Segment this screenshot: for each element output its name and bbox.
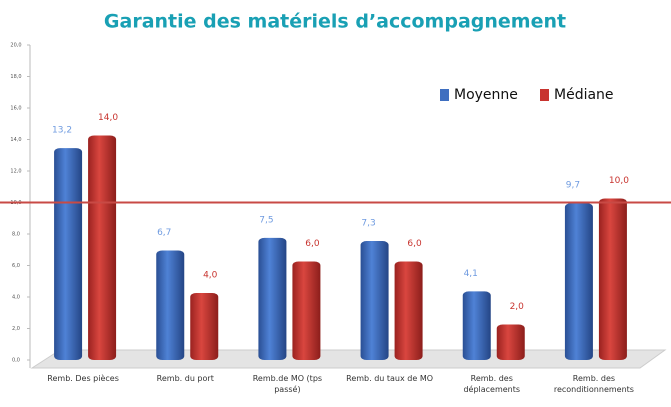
- bar: [598, 198, 627, 360]
- y-tick-label: 6,0: [12, 263, 20, 269]
- value-label: 14,0: [98, 113, 118, 123]
- y-tick-label: 20,0: [10, 43, 21, 49]
- y-tick-label: 18,0: [10, 74, 21, 80]
- legend-label: Médiane: [554, 87, 614, 103]
- y-tick-label: 14,0: [10, 137, 21, 143]
- legend-swatch: [440, 89, 449, 101]
- bar: [564, 203, 593, 360]
- legend-label: Moyenne: [454, 87, 518, 103]
- x-tick-label: Remb. des déplacements: [463, 374, 521, 394]
- value-label: 6,7: [157, 228, 171, 238]
- chart-title: Garantie des matériels d’accompagnement: [104, 11, 566, 33]
- x-tick-label: Remb. Des pièces: [47, 374, 119, 383]
- bar: [88, 135, 117, 360]
- bar: [156, 250, 185, 360]
- bar: [54, 148, 83, 360]
- value-label: 9,7: [566, 181, 580, 191]
- bar: [360, 241, 389, 360]
- bar: [292, 261, 321, 360]
- value-label: 10,0: [609, 176, 629, 186]
- x-tick-label: Remb. des reconditionnements: [553, 374, 634, 394]
- y-tick-label: 4,0: [12, 295, 20, 301]
- value-label: 4,0: [203, 271, 218, 281]
- x-tick-label: Remb. du taux de MO: [346, 374, 434, 383]
- value-label: 2,0: [510, 302, 525, 312]
- x-tick-label: Remb. du port: [156, 374, 214, 383]
- bar: [394, 261, 423, 360]
- bar: [258, 237, 287, 360]
- value-label: 13,2: [52, 126, 72, 136]
- legend-swatch: [540, 89, 549, 101]
- value-label: 7,5: [259, 215, 273, 225]
- value-label: 6,0: [305, 239, 320, 249]
- bar: [190, 293, 219, 360]
- value-label: 6,0: [407, 239, 422, 249]
- value-label: 4,1: [464, 269, 478, 279]
- y-tick-label: 12,0: [10, 169, 21, 175]
- bar: [496, 324, 525, 360]
- y-tick-label: 0,0: [12, 358, 20, 364]
- y-tick-label: 8,0: [12, 232, 20, 238]
- value-label: 7,3: [361, 219, 375, 229]
- y-tick-label: 2,0: [12, 326, 20, 332]
- x-tick-label: Remb.de MO (tps passé): [252, 374, 323, 394]
- y-tick-label: 16,0: [10, 106, 21, 112]
- bar: [462, 291, 491, 360]
